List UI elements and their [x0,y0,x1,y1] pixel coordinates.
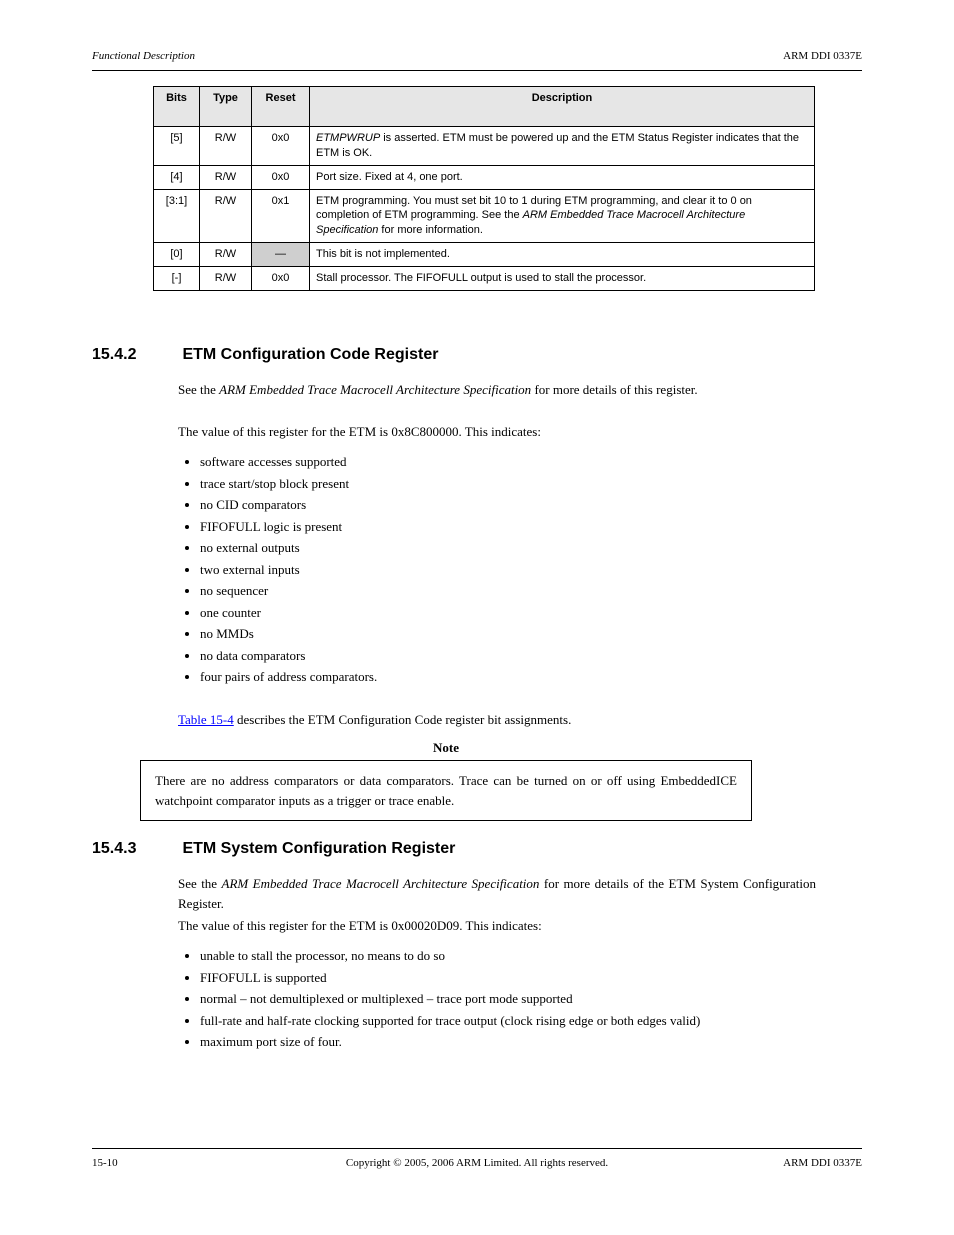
list-item: FIFOFULL logic is present [200,517,816,537]
spec-reference: ARM Embedded Trace Macrocell Architectur… [222,876,540,891]
section2-para2: The value of this register for the ETM i… [178,916,816,936]
section1-para2: The value of this register for the ETM i… [178,422,816,442]
table-header-row: Bits Type Reset Description [154,87,815,127]
table-row: [4]R/W0x0Port size. Fixed at 4, one port… [154,165,815,189]
xref-sentence: Table 15-4 describes the ETM Configurati… [178,710,816,730]
list-item: two external inputs [200,560,816,580]
footer-doc-id: ARM DDI 0337E [783,1157,862,1169]
cell-type: R/W [200,243,252,267]
list-item: one counter [200,603,816,623]
table-row: [3:1]R/W0x1ETM programming. You must set… [154,189,815,243]
cell-reset: 0x0 [252,266,310,290]
section1-bullet-list: software accesses supportedtrace start/s… [178,452,816,689]
cell-type: R/W [200,189,252,243]
header-doc-id: ARM DDI 0337E [783,50,862,62]
cell-reset: 0x0 [252,165,310,189]
note-box: There are no address comparators or data… [140,760,752,821]
cell-description: Port size. Fixed at 4, one port. [310,165,815,189]
cell-description: ETMPWRUP is asserted. ETM must be powere… [310,127,815,166]
list-item: normal – not demultiplexed or multiplexe… [200,989,816,1009]
footer-rule [92,1148,862,1149]
text: See the [178,876,222,891]
list-item: software accesses supported [200,452,816,472]
list-item: FIFOFULL is supported [200,968,816,988]
table-row: [-]R/W0x0Stall processor. The FIFOFULL o… [154,266,815,290]
register-table: Bits Type Reset Description [5]R/W0x0ETM… [153,86,815,291]
list-item: unable to stall the processor, no means … [200,946,816,966]
text: See the [178,382,219,397]
col-header-reset: Reset [252,87,310,127]
spec-reference: ARM Embedded Trace Macrocell Architectur… [219,382,531,397]
section2-para1: See the ARM Embedded Trace Macrocell Arc… [178,874,816,913]
cell-reset: 0x1 [252,189,310,243]
table-body: [5]R/W0x0ETMPWRUP is asserted. ETM must … [154,127,815,291]
list-item: no data comparators [200,646,816,666]
cell-bits: [-] [154,266,200,290]
bitfield-table: Bits Type Reset Description [5]R/W0x0ETM… [153,86,815,291]
col-header-desc: Description [310,87,815,127]
section-title: ETM Configuration Code Register [182,346,438,363]
cell-bits: [4] [154,165,200,189]
section-number: 15.4.2 [92,346,178,364]
col-header-type: Type [200,87,252,127]
cell-description: Stall processor. The FIFOFULL output is … [310,266,815,290]
page: Functional Description ARM DDI 0337E Bit… [0,0,954,1235]
list-item: trace start/stop block present [200,474,816,494]
section-heading-15-4-3: 15.4.3 ETM System Configuration Register [92,840,455,858]
text: for more details of this register. [534,382,697,397]
cell-reset: — [252,243,310,267]
list-item: full-rate and half-rate clocking support… [200,1011,816,1031]
section2-bullet-list: unable to stall the processor, no means … [178,946,816,1054]
note-caption: Note [140,740,752,756]
list-item: four pairs of address comparators. [200,667,816,687]
list-item: maximum port size of four. [200,1032,816,1052]
section-title: ETM System Configuration Register [182,840,455,857]
table-row: [5]R/W0x0ETMPWRUP is asserted. ETM must … [154,127,815,166]
list-item: no CID comparators [200,495,816,515]
cell-reset: 0x0 [252,127,310,166]
list-item: no MMDs [200,624,816,644]
table-row: [0]R/W—This bit is not implemented. [154,243,815,267]
header-rule [92,70,862,71]
cell-description: This bit is not implemented. [310,243,815,267]
cell-bits: [3:1] [154,189,200,243]
cell-bits: [0] [154,243,200,267]
list-item: no external outputs [200,538,816,558]
section1-para1: See the ARM Embedded Trace Macrocell Arc… [178,380,816,400]
cell-type: R/W [200,127,252,166]
section-heading-15-4-2: 15.4.2 ETM Configuration Code Register [92,346,438,364]
cell-type: R/W [200,165,252,189]
note: Note There are no address comparators or… [140,740,752,821]
cell-type: R/W [200,266,252,290]
cell-bits: [5] [154,127,200,166]
header-chapter-title: Functional Description [92,50,195,62]
text: describes the ETM Configuration Code reg… [237,712,571,727]
table-15-4-link[interactable]: Table 15-4 [178,712,234,727]
cell-description: ETM programming. You must set bit 10 to … [310,189,815,243]
section-number: 15.4.3 [92,840,178,858]
list-item: no sequencer [200,581,816,601]
col-header-bits: Bits [154,87,200,127]
